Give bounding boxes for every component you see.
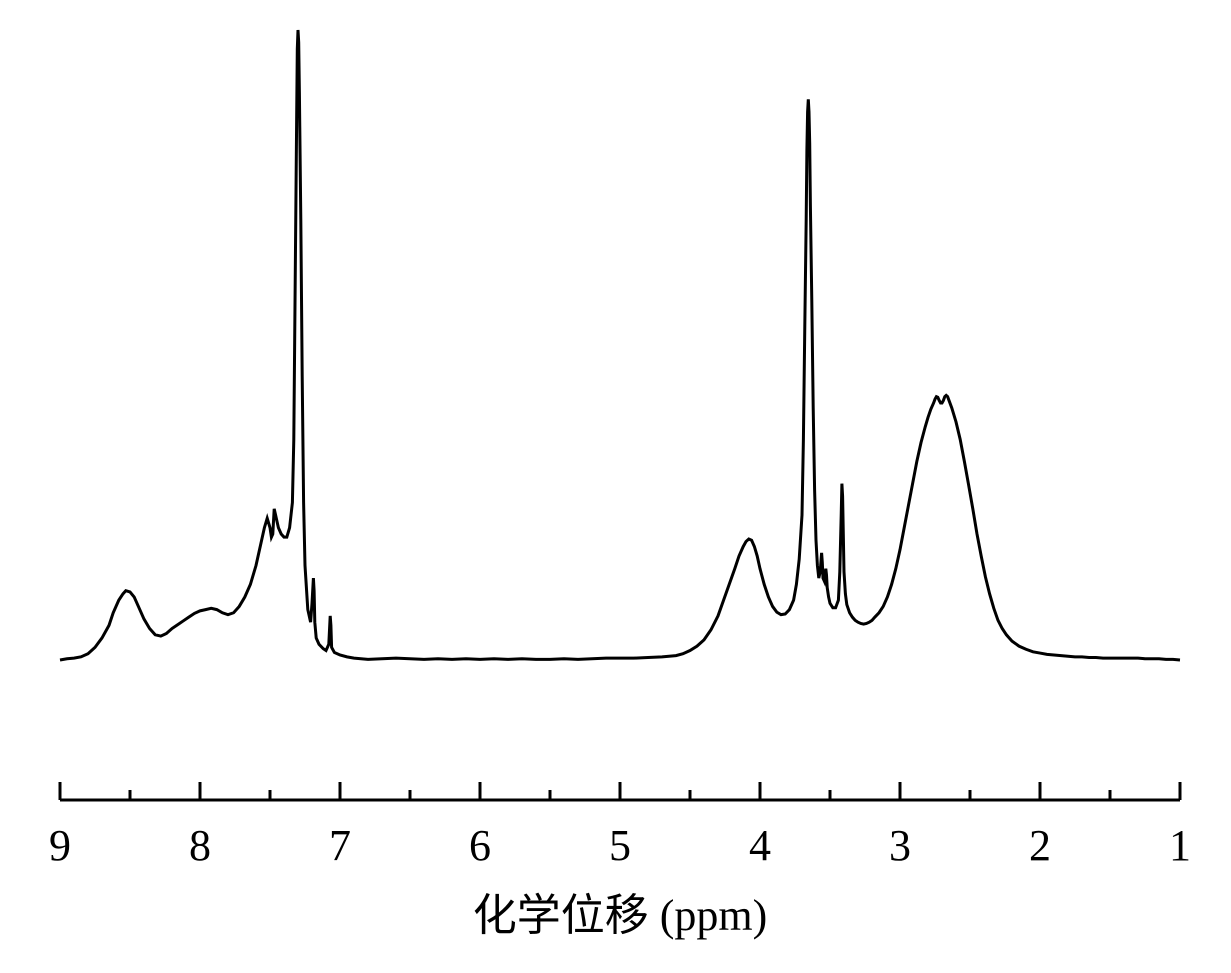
x-tick-label: 3 — [889, 821, 911, 870]
x-tick-label: 6 — [469, 821, 491, 870]
x-tick-label: 9 — [49, 821, 71, 870]
x-tick-label: 7 — [329, 821, 351, 870]
spectrum-svg: 9 8 7 6 5 4 3 2 1 化学位移 (ppm) — [0, 0, 1231, 973]
spectrum-trace — [60, 30, 1180, 660]
x-tick-label: 5 — [609, 821, 631, 870]
x-tick-label: 4 — [749, 821, 771, 870]
x-tick-label: 8 — [189, 821, 211, 870]
x-tick-label: 2 — [1029, 821, 1051, 870]
x-axis-label: 化学位移 (ppm) — [473, 891, 768, 940]
nmr-spectrum-chart: 9 8 7 6 5 4 3 2 1 化学位移 (ppm) — [0, 0, 1231, 973]
x-tick-label: 1 — [1169, 821, 1191, 870]
